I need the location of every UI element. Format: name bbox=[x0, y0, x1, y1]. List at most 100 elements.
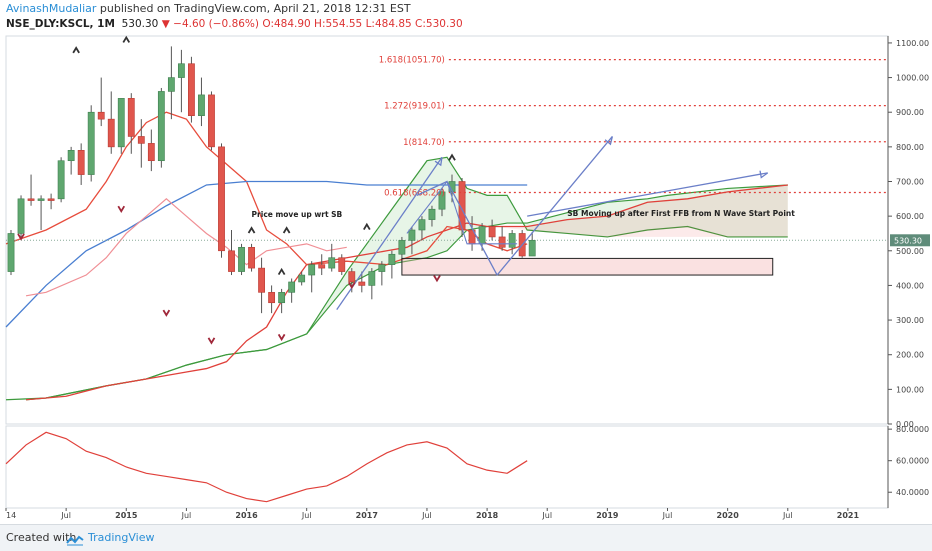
tradingview-logo-icon[interactable] bbox=[66, 531, 84, 550]
tradingview-brand-link[interactable]: TradingView bbox=[88, 531, 155, 544]
candle-body bbox=[338, 257, 346, 272]
candle-body bbox=[488, 226, 496, 238]
time-tick-label: 14 bbox=[6, 511, 16, 520]
publish-line: AvinashMudaliar published on TradingView… bbox=[6, 2, 411, 15]
candle-body bbox=[288, 281, 296, 293]
rsi-tick-label: 80.0000 bbox=[896, 425, 929, 434]
time-tick-label: 2019 bbox=[596, 511, 619, 520]
wave-channel-line bbox=[406, 180, 518, 245]
last-price-badge bbox=[890, 234, 930, 247]
candle-body bbox=[378, 264, 386, 272]
rsi-tick-label: 40.0000 bbox=[896, 488, 929, 497]
author-link[interactable]: AvinashMudaliar bbox=[6, 2, 97, 15]
time-tick-label: Jul bbox=[60, 511, 71, 520]
price-chart[interactable]: 1.618(1051.70) 1.272(919.01) 1(814.70) 0.61… bbox=[0, 0, 932, 524]
price-tick-label: 300.00 bbox=[896, 316, 924, 325]
price-tick-label: 600.00 bbox=[896, 212, 924, 221]
fractal-down-icon bbox=[277, 333, 286, 342]
candle-body bbox=[258, 267, 265, 293]
fractal-up-icon bbox=[247, 226, 256, 234]
candle-body bbox=[37, 198, 45, 201]
candle-body bbox=[528, 239, 536, 257]
candle-body bbox=[17, 198, 25, 234]
candle-body bbox=[398, 240, 406, 255]
candle-body bbox=[177, 63, 185, 78]
candle-body bbox=[498, 236, 506, 248]
time-tick-label: Jul bbox=[782, 511, 793, 520]
time-tick-label: Jul bbox=[301, 511, 312, 520]
fractal-down-icon bbox=[348, 281, 356, 290]
candle-body bbox=[348, 271, 356, 283]
candle-body bbox=[308, 264, 316, 276]
candle-body bbox=[198, 94, 205, 116]
wave-projection-arrow bbox=[496, 136, 613, 276]
candle-body bbox=[328, 257, 336, 269]
candle-body bbox=[478, 226, 486, 245]
fractal-up-icon bbox=[277, 267, 286, 276]
price-tick-label: 800.00 bbox=[896, 143, 924, 152]
candle-body bbox=[137, 136, 145, 144]
last-price: 530.30 bbox=[121, 18, 159, 30]
candle-body bbox=[318, 264, 326, 269]
candle-body bbox=[368, 271, 376, 286]
candle-body bbox=[278, 292, 286, 304]
candle-body bbox=[147, 143, 155, 162]
price-tick-label: 0.00 bbox=[896, 420, 914, 429]
last-price-badge-label: 530.30 bbox=[894, 236, 922, 245]
price-tick-label: 100.00 bbox=[896, 385, 924, 394]
fib-level-label: 1(814.70) bbox=[403, 138, 445, 148]
candle-body bbox=[298, 274, 306, 283]
fractal-down-icon bbox=[207, 337, 216, 345]
candle-body bbox=[127, 98, 135, 137]
red-band-line bbox=[25, 184, 788, 401]
symbol-label: NSE_DLY:KSCL, 1M bbox=[6, 18, 115, 30]
wave-up-arrow-head bbox=[434, 157, 443, 167]
time-tick-label: 2020 bbox=[717, 511, 740, 520]
fractal-up-icon bbox=[363, 222, 371, 230]
candle-body bbox=[238, 247, 245, 272]
candle-body bbox=[57, 160, 65, 200]
candle-body bbox=[218, 146, 225, 252]
wave-down-line bbox=[446, 181, 498, 276]
time-tick-label: 2018 bbox=[476, 511, 499, 520]
candle-body bbox=[87, 111, 95, 175]
candle-body bbox=[77, 150, 85, 175]
support-zone-rect bbox=[401, 257, 774, 276]
chart-header: AvinashMudaliar published on TradingView… bbox=[0, 0, 932, 34]
fractal-up-icon bbox=[72, 46, 80, 54]
candle-body bbox=[157, 91, 165, 162]
candle-body bbox=[268, 292, 276, 304]
fib-level-label: 1.618(1051.70) bbox=[379, 56, 445, 66]
candle-body bbox=[388, 253, 396, 265]
candle-body bbox=[97, 111, 105, 120]
fractal-up-icon bbox=[122, 35, 131, 43]
price-tick-label: 700.00 bbox=[896, 178, 924, 187]
rsi-line bbox=[5, 431, 528, 503]
candle-body bbox=[117, 98, 125, 148]
candle-body bbox=[167, 77, 175, 92]
price-tick-label: 200.00 bbox=[896, 351, 924, 360]
rsi-pane-frame bbox=[5, 425, 889, 509]
ohlc-values: O:484.90 H:554.55 L:484.85 C:530.30 bbox=[262, 18, 463, 30]
time-tick-label: 2021 bbox=[837, 511, 860, 520]
price-tick-label: 900.00 bbox=[896, 108, 924, 117]
fractal-down-icon bbox=[117, 205, 126, 213]
candle-body bbox=[228, 250, 235, 272]
candle-body bbox=[358, 281, 366, 286]
price-tick-label: 400.00 bbox=[896, 281, 924, 290]
projected-red-cloud bbox=[487, 184, 788, 237]
footer-bar: Created with TradingView bbox=[0, 524, 932, 551]
candle-body bbox=[428, 208, 436, 220]
price-tick-label: 1100.00 bbox=[896, 39, 929, 48]
candle-body bbox=[508, 233, 516, 248]
symbol-line: NSE_DLY:KSCL, 1M 530.30 ▼ −4.60 (−0.86%)… bbox=[6, 18, 463, 30]
candle-body bbox=[408, 229, 416, 241]
fractal-down-icon bbox=[162, 309, 171, 317]
time-tick-label: Jul bbox=[421, 511, 432, 520]
down-arrow-icon: ▼ bbox=[161, 18, 170, 30]
candle-body bbox=[188, 63, 195, 116]
candle-body bbox=[107, 118, 115, 148]
wave-link-line bbox=[416, 180, 448, 196]
price-tick-label: 500.00 bbox=[896, 247, 924, 256]
fractal-up-icon bbox=[448, 153, 456, 161]
